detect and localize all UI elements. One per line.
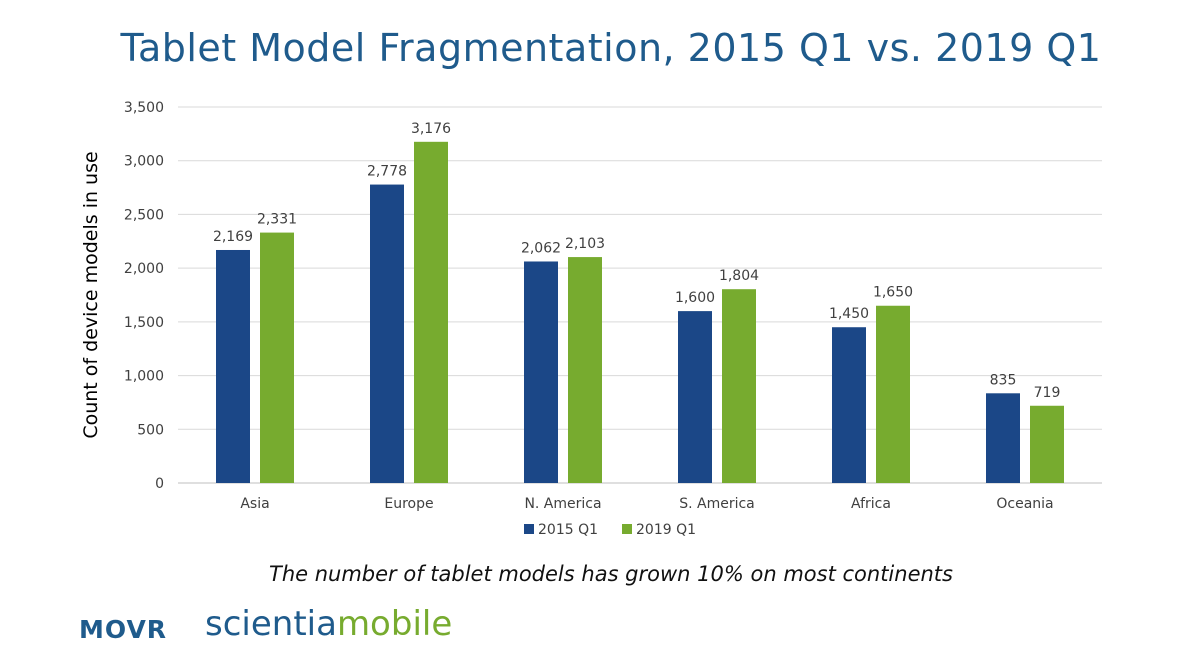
y-tick-label: 0 <box>155 476 164 492</box>
data-label: 1,804 <box>719 268 759 284</box>
y-tick-label: 500 <box>137 422 164 438</box>
data-label: 2,331 <box>257 212 297 228</box>
bar <box>1030 405 1064 483</box>
bar <box>678 311 712 483</box>
bar <box>216 249 250 483</box>
bar <box>524 261 558 483</box>
bar <box>832 327 866 483</box>
x-tick-label: Europe <box>384 496 433 512</box>
scientiamobile-logo: scientiamobile <box>205 604 452 644</box>
bar <box>370 184 404 484</box>
data-label: 835 <box>990 372 1017 388</box>
y-tick-label: 3,000 <box>124 154 164 170</box>
y-tick-label: 1,500 <box>124 315 164 331</box>
legend-label: 2019 Q1 <box>636 522 696 538</box>
y-axis-label: Count of device models in use <box>80 151 102 438</box>
data-label: 1,450 <box>829 306 869 322</box>
legend-swatch <box>524 524 534 534</box>
movr-logo: MOVR <box>79 615 168 644</box>
bar <box>986 393 1020 483</box>
bar <box>722 289 756 483</box>
legend-swatch <box>622 524 632 534</box>
y-tick-label: 2,000 <box>124 261 164 277</box>
x-tick-label: N. America <box>524 496 601 512</box>
y-tick-label: 3,500 <box>124 100 164 116</box>
x-tick-label: Asia <box>240 496 269 512</box>
scientiamobile-logo-part1: scientia <box>205 604 337 644</box>
data-label: 2,103 <box>565 236 605 252</box>
bar <box>414 141 448 483</box>
chart-subtitle: The number of tablet models has grown 10… <box>269 562 953 586</box>
data-label: 719 <box>1034 385 1061 401</box>
y-tick-label: 2,500 <box>124 207 164 223</box>
x-tick-label: Oceania <box>996 496 1053 512</box>
x-tick-label: S. America <box>679 496 755 512</box>
data-label: 2,778 <box>367 164 407 180</box>
data-label: 1,600 <box>675 290 715 306</box>
data-label: 1,650 <box>873 285 913 301</box>
bar <box>568 257 602 483</box>
bar-chart: 0 500 1,000 1,500 2,000 2,500 3,000 3,500 Count … <box>80 100 1102 538</box>
x-tick-label: Africa <box>851 496 891 512</box>
bar <box>260 232 294 483</box>
data-label: 3,176 <box>411 121 451 137</box>
chart-title: Tablet Model Fragmentation, 2015 Q1 vs. … <box>120 26 1102 70</box>
bar <box>876 305 910 483</box>
data-label: 2,169 <box>213 229 253 245</box>
data-label: 2,062 <box>521 240 561 256</box>
scientiamobile-logo-part2: mobile <box>336 604 453 644</box>
legend-label: 2015 Q1 <box>538 522 598 538</box>
y-tick-label: 1,000 <box>124 369 164 385</box>
